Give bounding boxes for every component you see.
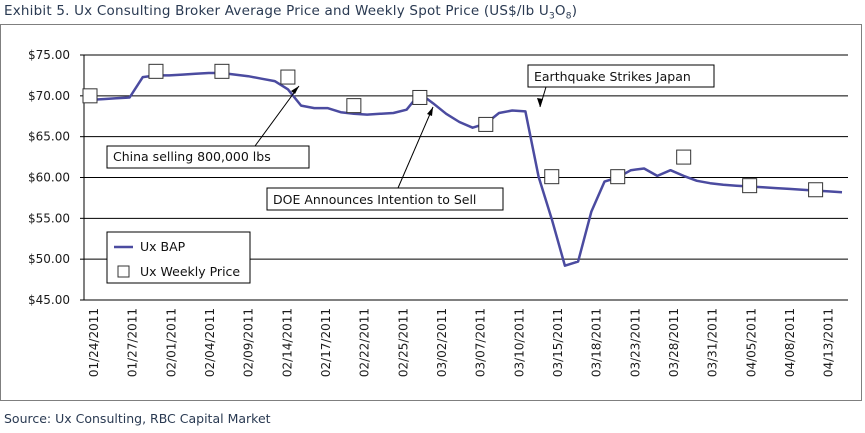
- x-tick-label: 01/24/2011: [87, 308, 101, 377]
- y-tick-label: $65.00: [28, 130, 70, 144]
- weekly-price-marker: [544, 169, 560, 185]
- legend: Ux BAP Ux Weekly Price: [106, 231, 251, 284]
- legend-box: [106, 231, 251, 284]
- y-tick-label: $75.00: [28, 48, 70, 62]
- legend-label-bap: Ux BAP: [140, 239, 186, 254]
- x-tick-label: 02/14/2011: [280, 308, 294, 377]
- weekly-price-marker: [346, 98, 362, 114]
- y-tick-label: $55.00: [28, 211, 70, 225]
- weekly-price-marker: [82, 88, 98, 104]
- x-tick-label: 02/04/2011: [203, 308, 217, 377]
- x-tick-label: 02/25/2011: [396, 308, 410, 377]
- annotation-earthquake-text: Earthquake Strikes Japan: [534, 69, 691, 84]
- annotation-earthquake-arrowhead: [537, 98, 543, 107]
- annotation-china-arrow: [254, 85, 300, 147]
- annotation-earthquake: Earthquake Strikes Japan: [527, 64, 715, 108]
- annotation-doe-arrowhead: [427, 107, 433, 116]
- y-tick-label: $45.00: [28, 293, 70, 307]
- weekly-price-marker: [148, 63, 164, 79]
- x-tick-label: 04/08/2011: [783, 308, 797, 377]
- legend-label-weekly: Ux Weekly Price: [140, 264, 240, 279]
- y-tick-label: $50.00: [28, 252, 70, 266]
- x-tick-label: 03/28/2011: [667, 308, 681, 377]
- annotation-doe-text: DOE Announces Intention to Sell: [273, 192, 476, 207]
- x-tick-label: 03/18/2011: [590, 308, 604, 377]
- x-tick-label: 03/07/2011: [474, 308, 488, 377]
- weekly-price-marker: [280, 69, 296, 85]
- y-tick-labels: $45.00 $50.00 $55.00 $60.00 $65.00 $70.00 $75.…: [28, 48, 70, 307]
- x-tick-label: 03/31/2011: [706, 308, 720, 377]
- weekly-price-marker: [610, 169, 626, 185]
- annotation-doe: DOE Announces Intention to Sell: [266, 106, 504, 211]
- x-tick-label: 03/23/2011: [628, 308, 642, 377]
- annotation-china: China selling 800,000 lbs: [106, 85, 310, 169]
- x-tick-label: 02/01/2011: [164, 308, 178, 377]
- weekly-price-markers: [82, 63, 824, 198]
- x-tick-label: 01/27/2011: [126, 308, 140, 377]
- x-tick-label: 03/10/2011: [512, 308, 526, 377]
- x-tick-label: 02/17/2011: [319, 308, 333, 377]
- annotations: China selling 800,000 lbs DOE Announces …: [106, 64, 715, 211]
- weekly-price-marker: [478, 116, 494, 132]
- x-tick-label: 04/13/2011: [822, 308, 836, 377]
- weekly-price-marker: [214, 63, 230, 79]
- weekly-price-marker: [676, 149, 692, 165]
- x-tick-labels: 01/24/2011 01/27/2011 02/01/2011 02/04/2011…: [87, 308, 836, 377]
- annotation-china-text: China selling 800,000 lbs: [113, 149, 271, 164]
- weekly-price-marker: [742, 178, 758, 194]
- x-tick-label: 02/22/2011: [358, 308, 372, 377]
- x-tick-label: 03/02/2011: [435, 308, 449, 377]
- chart-title: Exhibit 5. Ux Consulting Broker Average …: [4, 3, 578, 22]
- annotation-doe-arrow: [397, 106, 434, 189]
- x-tick-label: 02/09/2011: [242, 308, 256, 377]
- x-tick-label: 03/15/2011: [551, 308, 565, 377]
- x-tick-label: 04/05/2011: [744, 308, 758, 377]
- annotation-china-arrowhead: [291, 86, 299, 94]
- source-note: Source: Ux Consulting, RBC Capital Marke…: [4, 411, 271, 426]
- weekly-price-marker: [808, 182, 824, 198]
- legend-marker-swatch: [117, 265, 130, 278]
- y-tick-label: $70.00: [28, 89, 70, 103]
- y-tick-label: $60.00: [28, 171, 70, 185]
- chart-frame: [0, 24, 862, 401]
- weekly-price-marker: [412, 89, 428, 105]
